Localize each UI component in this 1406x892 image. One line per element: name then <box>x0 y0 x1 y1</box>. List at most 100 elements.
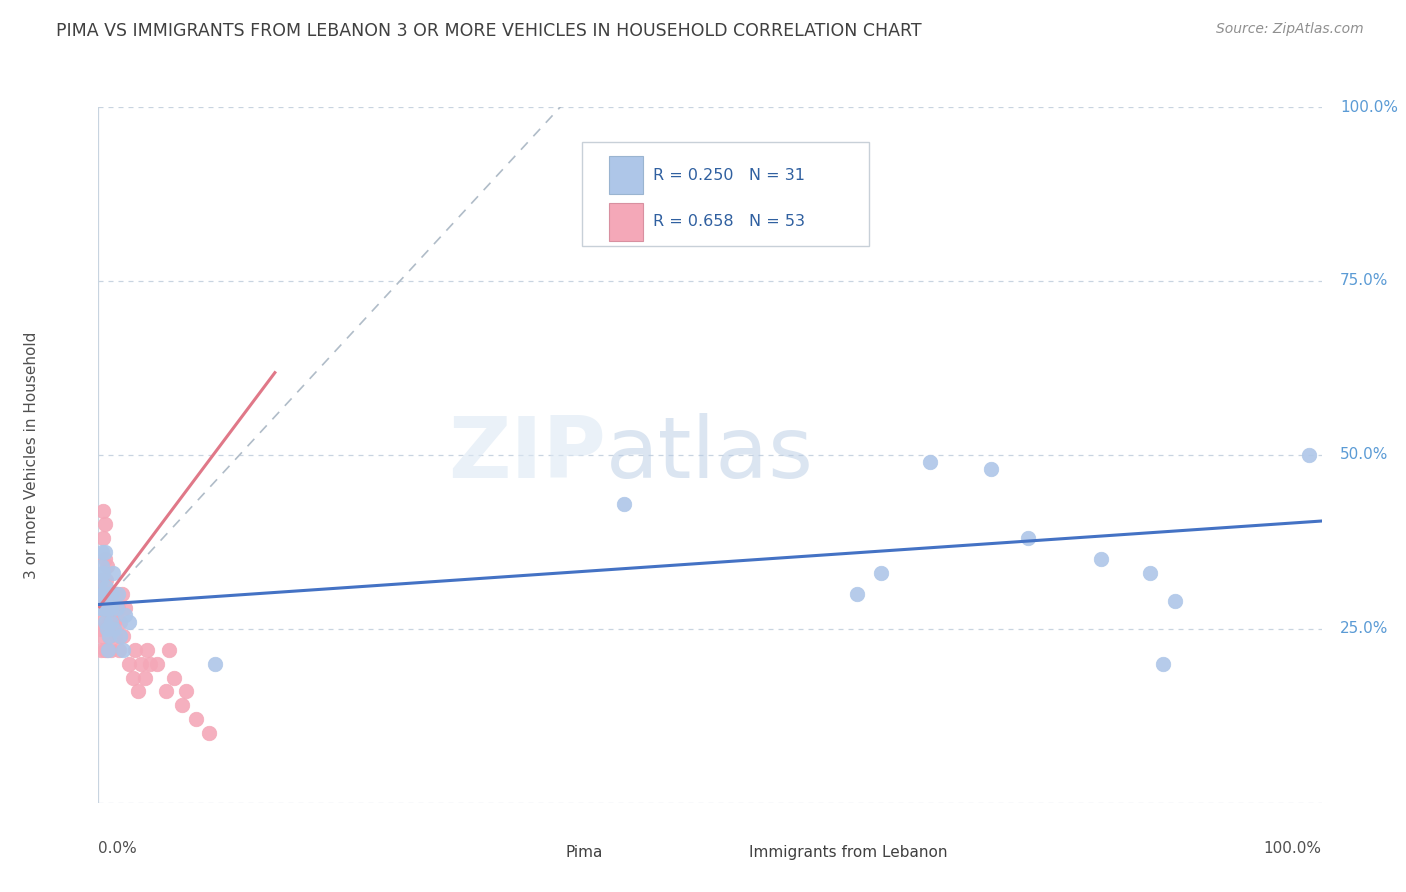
Point <box>97 587 120 601</box>
FancyBboxPatch shape <box>582 142 869 246</box>
Text: 100.0%: 100.0% <box>1264 841 1322 856</box>
Bar <box>609 202 643 241</box>
Point <box>91 601 114 615</box>
Point <box>91 629 114 643</box>
Point <box>104 629 127 643</box>
Point <box>1090 552 1112 566</box>
Point <box>1152 657 1174 671</box>
Point <box>1164 594 1187 608</box>
Point <box>91 587 114 601</box>
Text: R = 0.658   N = 53: R = 0.658 N = 53 <box>652 214 804 229</box>
Point <box>111 629 134 643</box>
Point <box>93 601 115 615</box>
Point <box>204 657 226 671</box>
Text: 100.0%: 100.0% <box>1340 100 1398 114</box>
Point <box>98 629 121 643</box>
Point <box>121 671 143 685</box>
Point <box>118 657 141 671</box>
Point <box>94 601 117 615</box>
Point <box>98 629 121 643</box>
Point <box>94 580 117 594</box>
Point <box>93 517 115 532</box>
Bar <box>526 842 557 863</box>
Point <box>197 726 219 740</box>
Point <box>90 573 112 587</box>
Point <box>93 545 115 559</box>
Point <box>613 497 636 511</box>
Point <box>110 615 132 629</box>
Point <box>98 601 121 615</box>
Point <box>134 671 156 685</box>
Point <box>127 684 149 698</box>
Point <box>111 642 134 657</box>
Point <box>96 642 118 657</box>
Point <box>96 587 118 601</box>
Text: 25.0%: 25.0% <box>1340 622 1388 636</box>
Text: R = 0.250   N = 31: R = 0.250 N = 31 <box>652 168 804 183</box>
Text: Source: ZipAtlas.com: Source: ZipAtlas.com <box>1216 22 1364 37</box>
Point <box>91 601 114 615</box>
Point <box>91 503 114 517</box>
Point <box>920 455 942 469</box>
Point <box>100 601 122 615</box>
Point <box>111 587 134 601</box>
Point <box>96 601 118 615</box>
Point <box>91 559 114 574</box>
Text: 75.0%: 75.0% <box>1340 274 1388 288</box>
Point <box>93 552 115 566</box>
Point <box>146 657 169 671</box>
Point <box>176 684 198 698</box>
Point <box>110 629 132 643</box>
Point <box>157 642 180 657</box>
Point <box>100 615 122 629</box>
Point <box>1017 532 1039 546</box>
Text: 3 or more Vehicles in Household: 3 or more Vehicles in Household <box>24 331 38 579</box>
Text: 0.0%: 0.0% <box>98 841 138 856</box>
Point <box>97 615 120 629</box>
Point <box>980 462 1002 476</box>
Point <box>101 587 124 601</box>
Point <box>136 642 159 657</box>
Point <box>91 566 114 581</box>
Point <box>89 601 111 615</box>
Point <box>96 559 118 574</box>
Point <box>103 622 125 636</box>
Point <box>93 642 115 657</box>
Text: PIMA VS IMMIGRANTS FROM LEBANON 3 OR MORE VEHICLES IN HOUSEHOLD CORRELATION CHAR: PIMA VS IMMIGRANTS FROM LEBANON 3 OR MOR… <box>56 22 922 40</box>
Point <box>105 587 128 601</box>
Point <box>107 587 129 601</box>
Point <box>90 642 112 657</box>
Point <box>870 566 893 581</box>
Point <box>118 615 141 629</box>
Point <box>91 545 114 559</box>
Point <box>101 601 124 615</box>
Text: 50.0%: 50.0% <box>1340 448 1388 462</box>
Point <box>94 573 117 587</box>
Point <box>107 601 129 615</box>
Point <box>89 587 111 601</box>
Point <box>101 587 124 601</box>
Bar <box>710 842 741 863</box>
Point <box>94 622 117 636</box>
Bar <box>609 156 643 194</box>
Point <box>89 622 111 636</box>
Point <box>1139 566 1161 581</box>
Point <box>163 671 186 685</box>
Point <box>129 657 152 671</box>
Point <box>90 615 112 629</box>
Point <box>105 601 128 615</box>
Point <box>108 642 131 657</box>
Text: atlas: atlas <box>606 413 814 497</box>
Point <box>139 657 162 671</box>
Point <box>100 615 122 629</box>
Point <box>97 601 120 615</box>
Point <box>186 712 208 726</box>
Point <box>91 532 114 546</box>
Text: ZIP: ZIP <box>449 413 606 497</box>
Point <box>1298 448 1320 462</box>
Point <box>170 698 193 713</box>
Text: Pima: Pima <box>565 846 603 861</box>
Point <box>103 615 125 629</box>
Point <box>96 622 118 636</box>
Point <box>94 587 117 601</box>
